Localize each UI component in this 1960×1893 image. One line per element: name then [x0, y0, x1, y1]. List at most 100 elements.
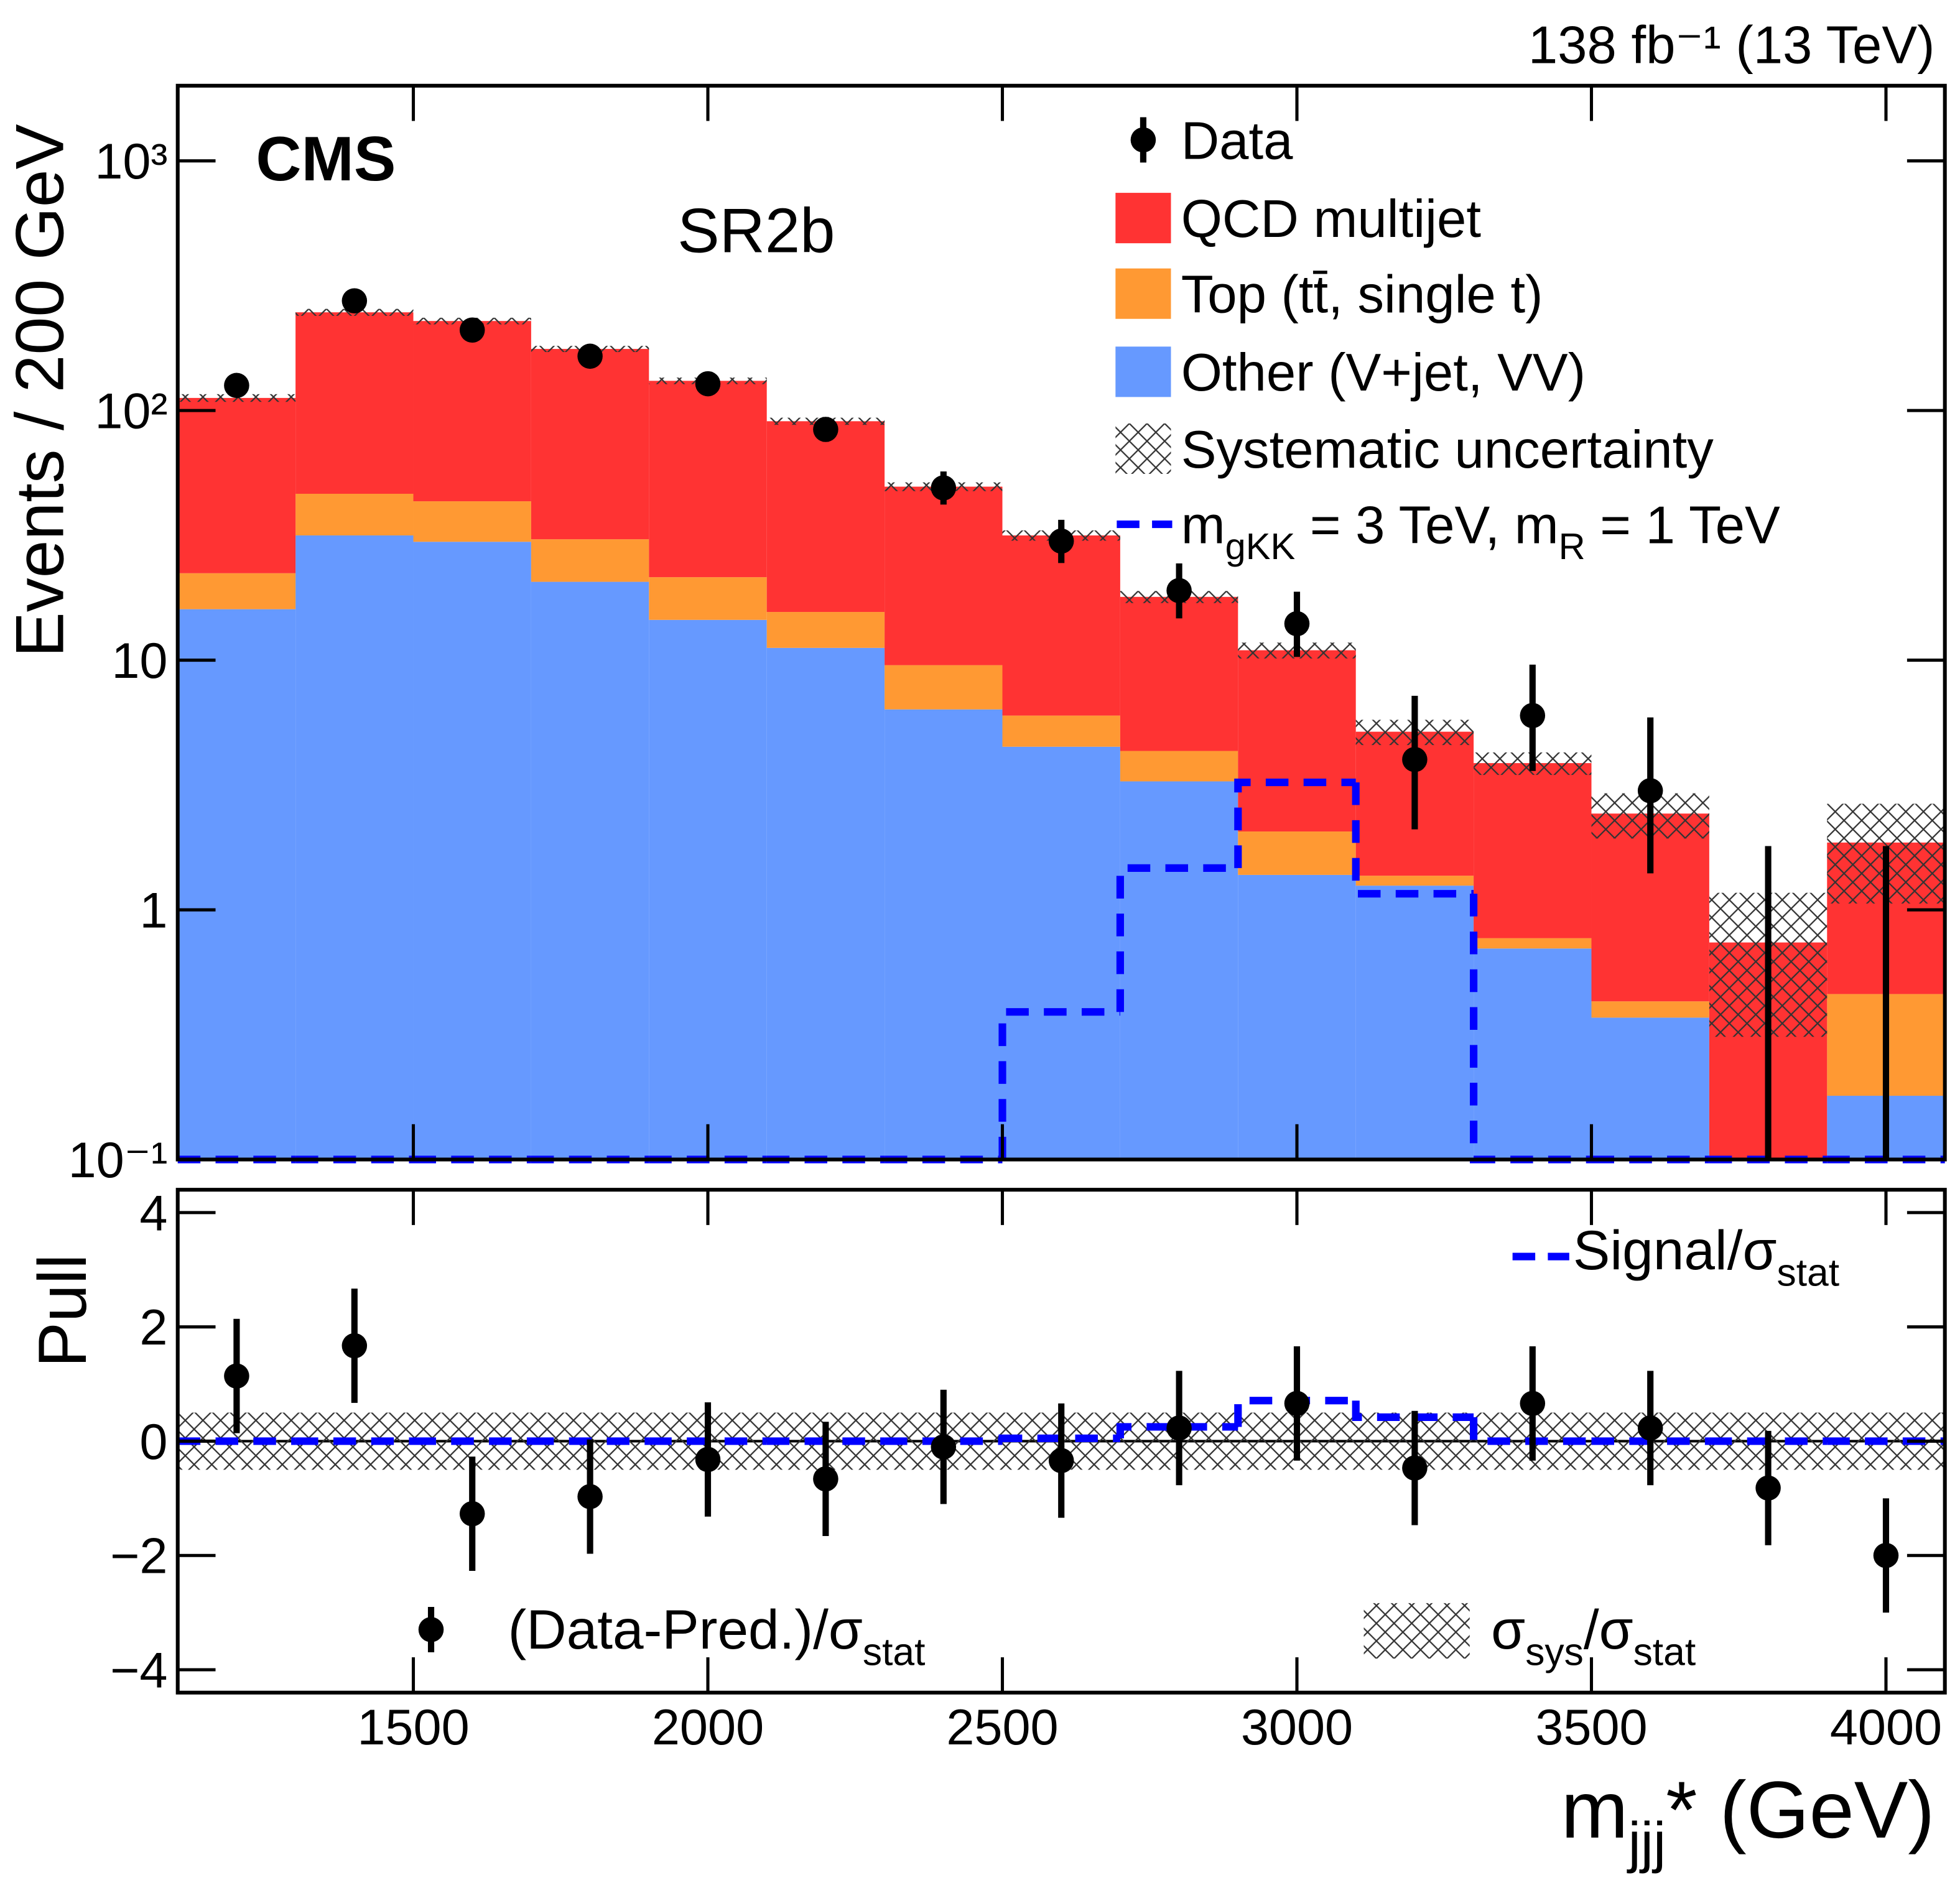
data-point: [1637, 1415, 1663, 1441]
stack-bar: [177, 573, 296, 609]
signal-step: [1234, 1397, 1356, 1427]
legend-label-part: stat: [863, 1631, 926, 1674]
data-point: [577, 1484, 603, 1509]
data-point: [813, 417, 838, 442]
data-point: [459, 317, 485, 343]
signal-step: [1352, 782, 1474, 898]
stack-bar: [1591, 1001, 1709, 1018]
stack-bar: [885, 665, 1003, 710]
legend-label: mgKK = 3 TeV, mR = 1 TeV: [1181, 496, 1780, 567]
x-tick-label: 3000: [1241, 1700, 1353, 1756]
data-point: [1637, 778, 1663, 803]
data-point: [1520, 703, 1546, 728]
data-point: [577, 343, 603, 369]
legend-label: Signal/σstat: [1573, 1219, 1839, 1295]
stack-bar: [295, 494, 414, 535]
data-point: [1520, 1391, 1546, 1417]
stack-bar: [295, 312, 414, 494]
legend-label-part: = 1 TeV: [1586, 496, 1780, 555]
signal-step: [998, 1008, 1120, 1160]
stack-bar: [1355, 876, 1474, 886]
stack-bar: [531, 349, 649, 540]
legend-label: Other (V+jet, VV): [1181, 343, 1586, 402]
data-point: [1755, 1475, 1781, 1501]
experiment-label: CMS: [256, 124, 396, 194]
stack-bar: [1120, 596, 1238, 751]
legend-label-part: stat: [1633, 1631, 1696, 1674]
stack-bar: [1355, 886, 1474, 1160]
signal-step: [1116, 864, 1238, 1012]
region-label: SR2b: [677, 195, 835, 266]
stack-bar: [531, 539, 649, 582]
y-tick-label: 10⁻¹: [68, 1132, 168, 1188]
legend-label: Top (tt̄, single t): [1181, 266, 1543, 325]
y-tick-label: 2: [139, 1300, 167, 1356]
data-point: [813, 1466, 838, 1492]
data-point: [224, 373, 249, 399]
data-point: [1284, 611, 1310, 637]
stack-bar: [1002, 535, 1120, 716]
legend-label-part: m: [1181, 496, 1225, 555]
data-point: [1166, 1415, 1192, 1441]
data-point: [459, 1501, 485, 1527]
legend-swatch: [1115, 268, 1171, 319]
legend-label: (Data-Pred.)/σstat: [508, 1598, 926, 1674]
y-axis-title: Pull: [25, 1254, 101, 1367]
x-axis-title-part: m: [1561, 1766, 1628, 1855]
x-tick-label: 2000: [652, 1700, 764, 1756]
legend-swatch: [1115, 346, 1171, 397]
stack-bar: [885, 709, 1003, 1160]
stack-bar: [413, 501, 531, 542]
data-point: [695, 371, 721, 397]
legend-label: σsys/σstat: [1491, 1598, 1696, 1674]
legend-label-part: stat: [1777, 1252, 1840, 1295]
x-tick-label: 1500: [357, 1700, 469, 1756]
y-tick-label: 4: [139, 1185, 167, 1241]
stack-bar: [1238, 831, 1356, 875]
stack-bar: [1120, 751, 1238, 782]
y-tick-label: 0: [139, 1414, 167, 1470]
x-axis-title-part: jjj: [1627, 1812, 1666, 1874]
legend-marker: [1130, 127, 1156, 153]
signal-step: [1234, 778, 1356, 868]
data-point: [695, 1446, 721, 1473]
legend-label-part: σ: [1491, 1598, 1525, 1660]
legend-label-part: Signal/σ: [1573, 1219, 1777, 1281]
legend-label-part: sys: [1525, 1631, 1584, 1674]
stack-bar: [649, 381, 767, 578]
stack-bar: [766, 612, 885, 648]
stack-bar: [413, 542, 531, 1160]
data-point: [341, 1333, 368, 1359]
legend-swatch: [1115, 193, 1171, 244]
signal-step: [998, 1434, 1120, 1442]
x-tick-label: 2500: [946, 1700, 1058, 1756]
stack-bar: [649, 619, 767, 1160]
stack-bar: [1120, 781, 1238, 1160]
y-tick-label: 10²: [95, 383, 167, 439]
data-point: [1048, 528, 1074, 554]
y-tick-label: 10³: [95, 134, 167, 190]
legend-swatch: [1115, 423, 1171, 474]
stack-bar: [413, 321, 531, 502]
stack-bar: [766, 421, 885, 613]
legend-label: Systematic uncertainty: [1181, 420, 1714, 479]
y-axis-title: Events / 200 GeV: [2, 124, 78, 657]
stack-bar: [1591, 1017, 1709, 1160]
stack-bar: [177, 609, 296, 1160]
stack-bar: [885, 486, 1003, 665]
lumi-label: 138 fb⁻¹ (13 TeV): [1528, 16, 1935, 75]
signal-step: [1470, 1417, 1592, 1445]
stack-bar: [1002, 746, 1120, 1160]
y-tick-label: −2: [110, 1529, 167, 1585]
stack-bar: [177, 397, 296, 573]
legend-swatch: [1363, 1603, 1470, 1659]
legend-label-part: R: [1559, 525, 1586, 567]
legend-label-part: (Data-Pred.)/σ: [508, 1598, 863, 1660]
legend-label-part: = 3 TeV, m: [1295, 496, 1558, 555]
data-point: [341, 288, 368, 314]
legend-marker: [418, 1617, 444, 1642]
signal-step: [1352, 1400, 1474, 1421]
stack-bar: [1474, 948, 1592, 1160]
